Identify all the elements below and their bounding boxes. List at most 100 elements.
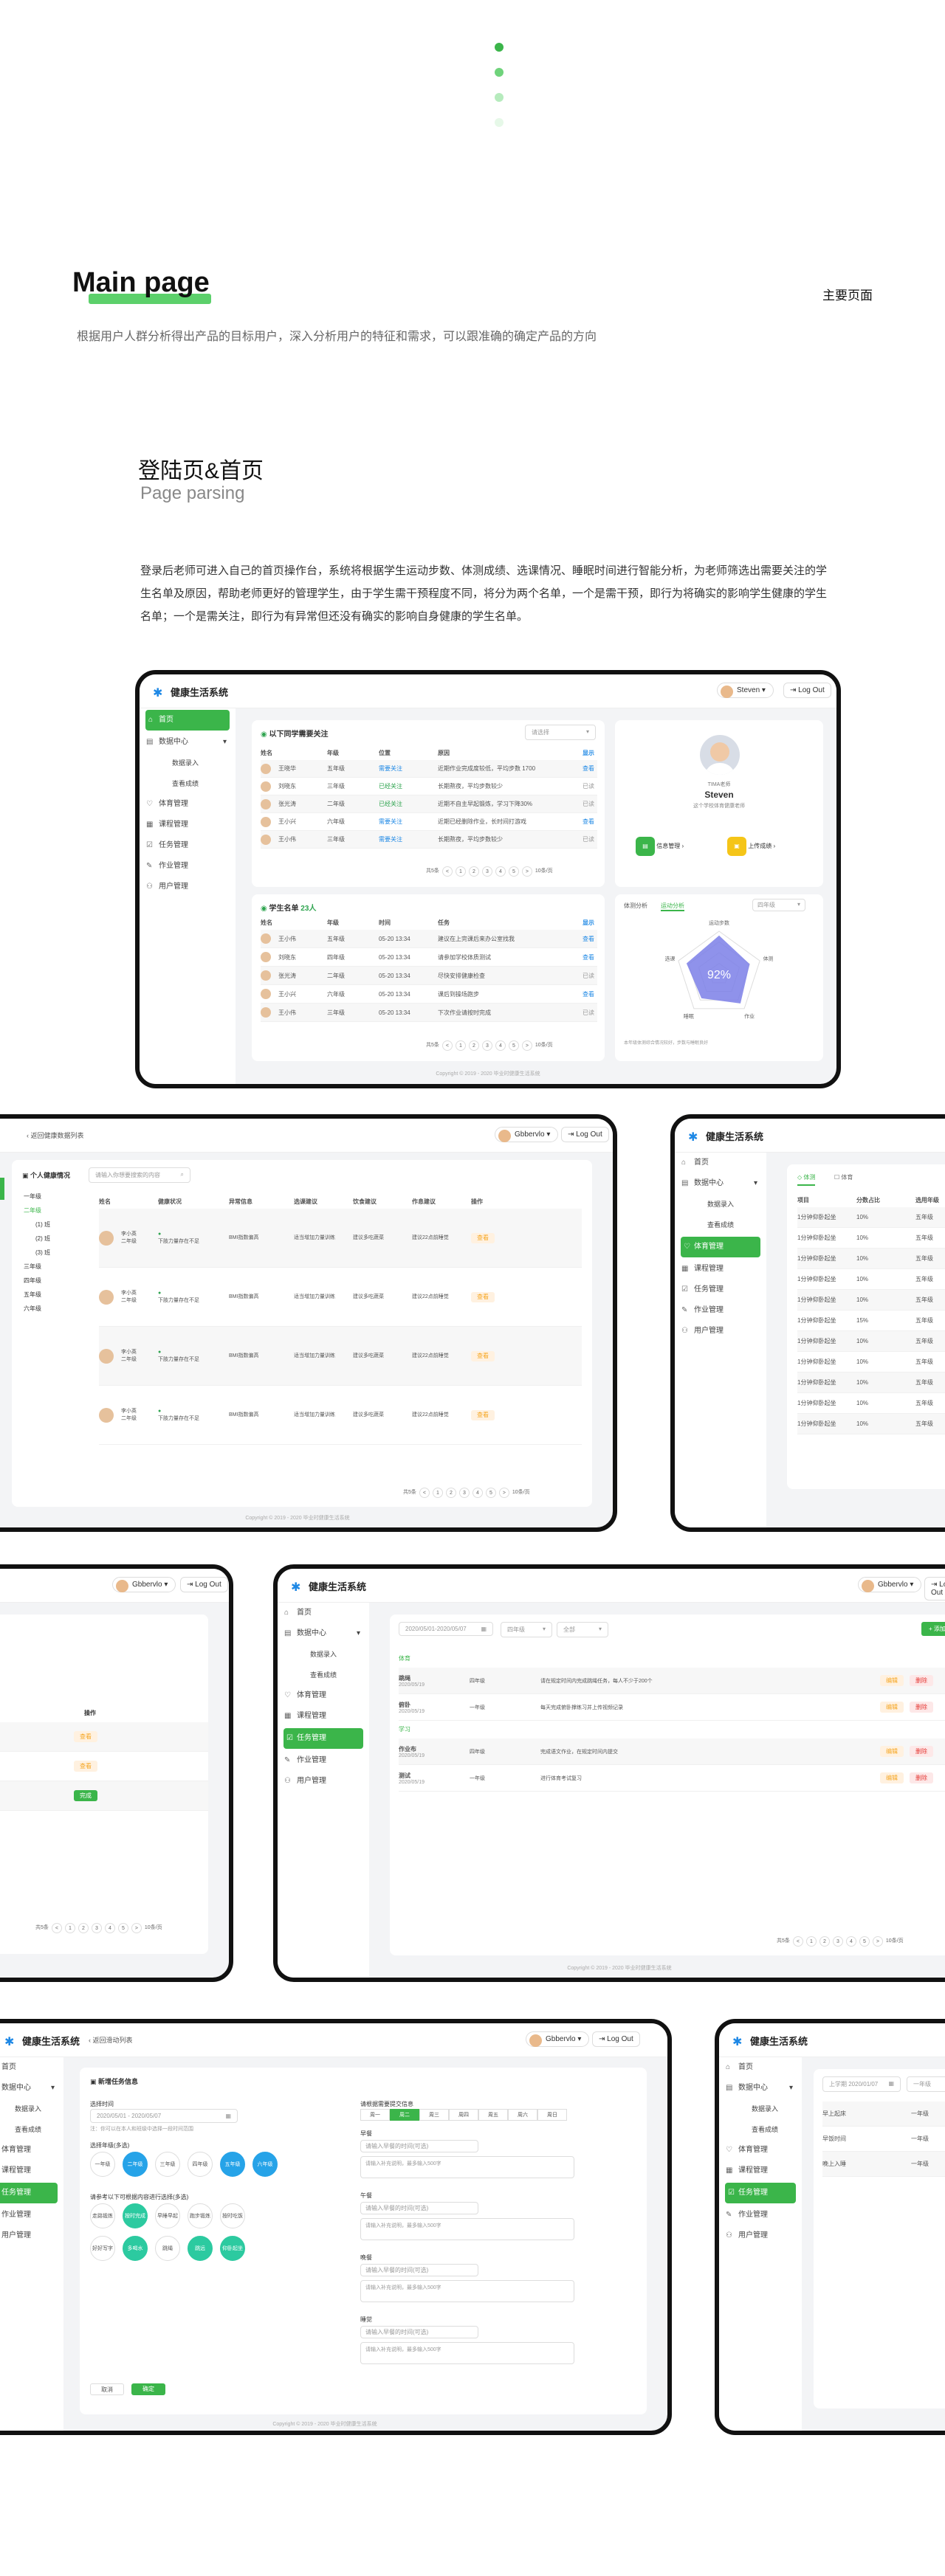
view-button[interactable]: 查看 [471,1291,495,1302]
edit-button[interactable]: 编辑 [880,1675,904,1686]
delete-button[interactable]: 删除 [910,1702,933,1713]
delete-button[interactable]: 删除 [910,1772,933,1783]
upload-score-button[interactable]: ▣ 上传成绩 › [727,837,775,856]
page-button[interactable]: 1 [455,1040,466,1051]
tab-bodytest[interactable]: ◇ 体测 [797,1173,816,1186]
term-select[interactable]: 上学期 2020/01/07 ▦ [822,2076,901,2092]
sidebar-item-1[interactable]: ▤数据中心▾ [278,1623,369,1644]
page-button[interactable]: 5 [485,1488,496,1498]
user-menu[interactable]: Gbbervlo ▾ [495,1127,559,1142]
detail-link[interactable]: 已读 [583,783,594,790]
grade-option[interactable]: 二年级 [123,2152,148,2177]
sidebar-item-0[interactable]: ⌂ 首页 [719,2057,802,2078]
sidebar-item-2[interactable]: 数据录入 [675,1194,766,1215]
detail-link[interactable]: 查看 [583,765,594,772]
sidebar-item-8[interactable]: ⚇用户管理 [0,2225,63,2246]
sidebar-item-5[interactable]: ▦ 课程管理 [140,815,236,835]
detail-link[interactable]: 已读 [583,972,594,979]
grade-option[interactable]: 三年级 [155,2152,180,2177]
field-note-textarea[interactable]: 请输入补充说明，最多输入500字 [360,2218,574,2240]
sidebar-item-5[interactable]: ▦ 课程管理 [278,1706,369,1727]
field-time-input[interactable]: 请输入早餐的时间(可选) [360,2264,478,2276]
user-menu[interactable]: Gbbervlo ▾ [858,1577,922,1592]
sidebar-item-6[interactable]: ☑任务管理 [0,2183,58,2203]
sidebar-item-1[interactable]: ▤数据中心▾ [140,732,236,753]
info-manage-button[interactable]: ▤ 信息管理 › [636,837,684,856]
sidebar-item-2[interactable]: 数据录入 [140,753,236,773]
sidebar-item-1[interactable]: ▤数据中心▾ [0,2078,63,2099]
page-button[interactable]: 3 [481,866,492,877]
sidebar-item-3[interactable]: 查看成绩 [675,1215,766,1235]
grade-select[interactable]: 一年级 ▾ [907,2076,945,2092]
op-button[interactable]: 完成 [74,1790,97,1801]
page-button[interactable]: 3 [458,1488,470,1498]
logout-button[interactable]: ⇥ Log Out [924,1577,945,1600]
page-button[interactable]: 4 [495,866,506,877]
edit-button[interactable]: 编辑 [880,1702,904,1713]
field-note-textarea[interactable]: 请输入补充说明，最多输入500字 [360,2280,574,2302]
task-date-input[interactable]: 2020/05/01 - 2020/05/07 ▦ [90,2109,238,2123]
tree-item[interactable]: 五年级 [24,1291,41,1298]
type-option[interactable]: 按时吃饭 [220,2203,245,2228]
page-button[interactable]: 1 [805,1936,817,1947]
detail-link[interactable]: 查看 [583,935,594,942]
sidebar-item-5[interactable]: ▦ 课程管理 [719,2161,802,2181]
page-button[interactable]: 5 [117,1923,128,1933]
weekday-tab[interactable]: 周六 [508,2109,537,2121]
tree-item[interactable]: (3) 班 [35,1249,50,1256]
page-button[interactable]: 4 [845,1936,856,1947]
tree-item[interactable]: (2) 班 [35,1235,50,1242]
date-range-input[interactable]: 2020/05/01-2020/05/07 ▦ [399,1622,493,1636]
page-button[interactable]: 3 [91,1923,102,1933]
radar-tab-1[interactable]: 体测分析 [624,902,647,910]
page-button[interactable]: 4 [495,1040,506,1051]
page-size[interactable]: 10条/页 [535,1043,553,1048]
page-button[interactable]: 1 [432,1488,443,1498]
radar-filter[interactable]: 四年级 ▾ [752,899,805,911]
page-button[interactable]: 2 [445,1488,456,1498]
sidebar-item-6[interactable]: ☑任务管理 [725,2183,796,2203]
page-button[interactable]: 3 [481,1040,492,1051]
detail-link[interactable]: 已读 [583,801,594,807]
page-button[interactable]: < [51,1923,62,1933]
sidebar-item-3[interactable]: 查看成绩 [140,773,236,794]
page-button[interactable]: > [521,1040,532,1051]
edit-button[interactable]: 编辑 [880,1746,904,1757]
edit-button[interactable]: 编辑 [880,1772,904,1783]
page-button[interactable]: 2 [468,866,479,877]
tab-sport[interactable]: ☐ 体育 [834,1174,853,1181]
logout-button[interactable]: ⇥ Log Out [561,1127,609,1142]
search-input[interactable]: 请输入你想要搜索的内容 ⌕ [89,1167,190,1183]
page-size[interactable]: 10条/页 [535,869,553,874]
type-option[interactable]: 多喝水 [123,2236,148,2261]
add-task-button[interactable]: + 添加任务 [921,1622,945,1636]
sidebar-item-8[interactable]: ⚇用户管理 [278,1771,369,1792]
grade-option[interactable]: 四年级 [188,2152,213,2177]
user-menu[interactable]: Gbbervlo ▾ [112,1577,176,1592]
detail-link[interactable]: 查看 [583,990,594,998]
sidebar-item-3[interactable]: 查看成绩 [278,1665,369,1685]
user-menu[interactable]: Gbbervlo ▾ [526,2031,590,2047]
sidebar-item-4[interactable]: ♡ 体育管理 [681,1237,760,1257]
sidebar-item-8[interactable]: ⚇用户管理 [675,1321,766,1341]
page-button[interactable]: > [872,1936,883,1947]
grade-option[interactable]: 六年级 [252,2152,278,2177]
page-button[interactable]: 4 [104,1923,115,1933]
op-button[interactable]: 查看 [74,1761,97,1772]
type-option[interactable]: 好好写字 [90,2236,115,2261]
type-option[interactable]: 走路锻炼 [90,2203,115,2228]
field-time-input[interactable]: 请输入早餐的时间(可选) [360,2326,478,2338]
cancel-button[interactable]: 取消 [90,2383,124,2395]
sidebar-item-3[interactable]: 查看成绩 [719,2119,802,2140]
weekday-tab[interactable]: 周三 [419,2109,449,2121]
sidebar-item-2[interactable]: 数据录入 [278,1644,369,1665]
detail-link[interactable]: 已读 [583,1009,594,1016]
weekday-tab[interactable]: 周日 [537,2109,567,2121]
weekday-tab[interactable]: 周一 [360,2109,390,2121]
page-button[interactable]: 2 [819,1936,830,1947]
sidebar-item-0[interactable]: ⌂ 首页 [278,1603,369,1623]
type-option[interactable]: 仰卧起坐 [220,2236,245,2261]
detail-link[interactable]: 已读 [583,836,594,843]
sidebar-item-4[interactable]: ♡ 体育管理 [140,794,236,815]
sidebar-item-8[interactable]: ⚇用户管理 [140,877,236,897]
